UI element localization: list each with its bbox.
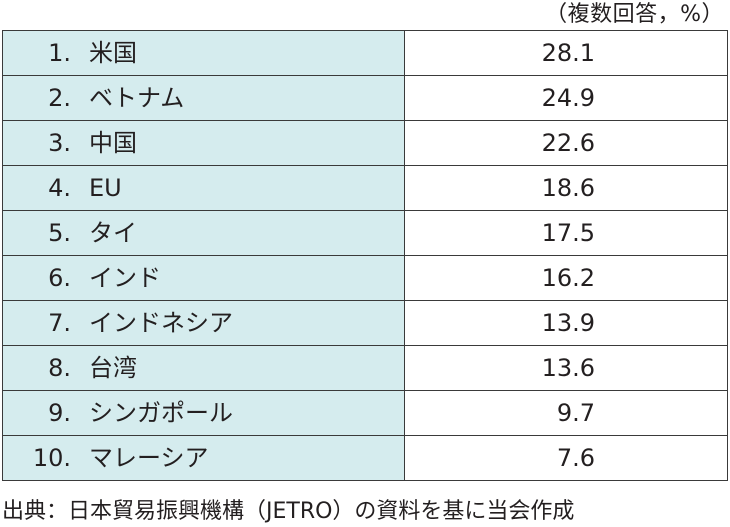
ranking-table: 1. 米国 28.1 2. ベトナム 24.9 3. 中国 22.6 4. EU 18.… xyxy=(2,30,728,481)
rank-number: 4. xyxy=(48,174,71,202)
value-cell: 24.9 xyxy=(404,75,728,121)
country-name: EU xyxy=(89,174,122,202)
rank-number: 10. xyxy=(32,444,71,472)
table-row: 10. マレーシア 7.6 xyxy=(2,435,728,481)
value-cell: 18.6 xyxy=(404,165,728,211)
table-row: 8. 台湾 13.6 xyxy=(2,345,728,391)
rank-number: 6. xyxy=(48,264,71,292)
rank-number: 3. xyxy=(48,129,71,157)
rank-number: 7. xyxy=(48,309,71,337)
value-cell: 28.1 xyxy=(404,30,728,76)
country-cell: 1. 米国 xyxy=(2,30,405,76)
country-cell: 2. ベトナム xyxy=(2,75,405,121)
value-cell: 13.6 xyxy=(404,345,728,391)
value-cell: 17.5 xyxy=(404,210,728,256)
country-name: ベトナム xyxy=(89,84,185,112)
rank-number: 2. xyxy=(48,84,71,112)
country-cell: 4. EU xyxy=(2,165,405,211)
rank-number: 1. xyxy=(48,39,71,67)
source-note: 出典：日本貿易振興機構（JETRO）の資料を基に当会作成 xyxy=(2,499,575,524)
country-name: タイ xyxy=(89,219,137,247)
country-name: 米国 xyxy=(89,39,137,67)
country-name: インド xyxy=(89,264,161,292)
table-row: 9. シンガポール 9.7 xyxy=(2,390,728,436)
table-row: 4. EU 18.6 xyxy=(2,165,728,211)
country-cell: 10. マレーシア xyxy=(2,435,405,481)
country-name: 台湾 xyxy=(89,354,137,382)
value-cell: 13.9 xyxy=(404,300,728,346)
table-row: 7. インドネシア 13.9 xyxy=(2,300,728,346)
country-name: インドネシア xyxy=(89,309,233,337)
country-name: シンガポール xyxy=(89,399,233,427)
rank-number: 9. xyxy=(48,399,71,427)
table-row: 1. 米国 28.1 xyxy=(2,30,728,76)
country-name: 中国 xyxy=(89,129,137,157)
unit-note: （複数回答，%） xyxy=(545,2,724,27)
rank-number: 5. xyxy=(48,219,71,247)
value-cell: 22.6 xyxy=(404,120,728,166)
country-cell: 3. 中国 xyxy=(2,120,405,166)
country-cell: 5. タイ xyxy=(2,210,405,256)
table-row: 2. ベトナム 24.9 xyxy=(2,75,728,121)
rank-number: 8. xyxy=(48,354,71,382)
table-row: 3. 中国 22.6 xyxy=(2,120,728,166)
country-name: マレーシア xyxy=(89,444,209,472)
country-cell: 8. 台湾 xyxy=(2,345,405,391)
country-cell: 9. シンガポール xyxy=(2,390,405,436)
value-cell: 16.2 xyxy=(404,255,728,301)
country-cell: 7. インドネシア xyxy=(2,300,405,346)
country-cell: 6. インド xyxy=(2,255,405,301)
value-cell: 9.7 xyxy=(404,390,728,436)
value-cell: 7.6 xyxy=(404,435,728,481)
table-row: 5. タイ 17.5 xyxy=(2,210,728,256)
table-row: 6. インド 16.2 xyxy=(2,255,728,301)
